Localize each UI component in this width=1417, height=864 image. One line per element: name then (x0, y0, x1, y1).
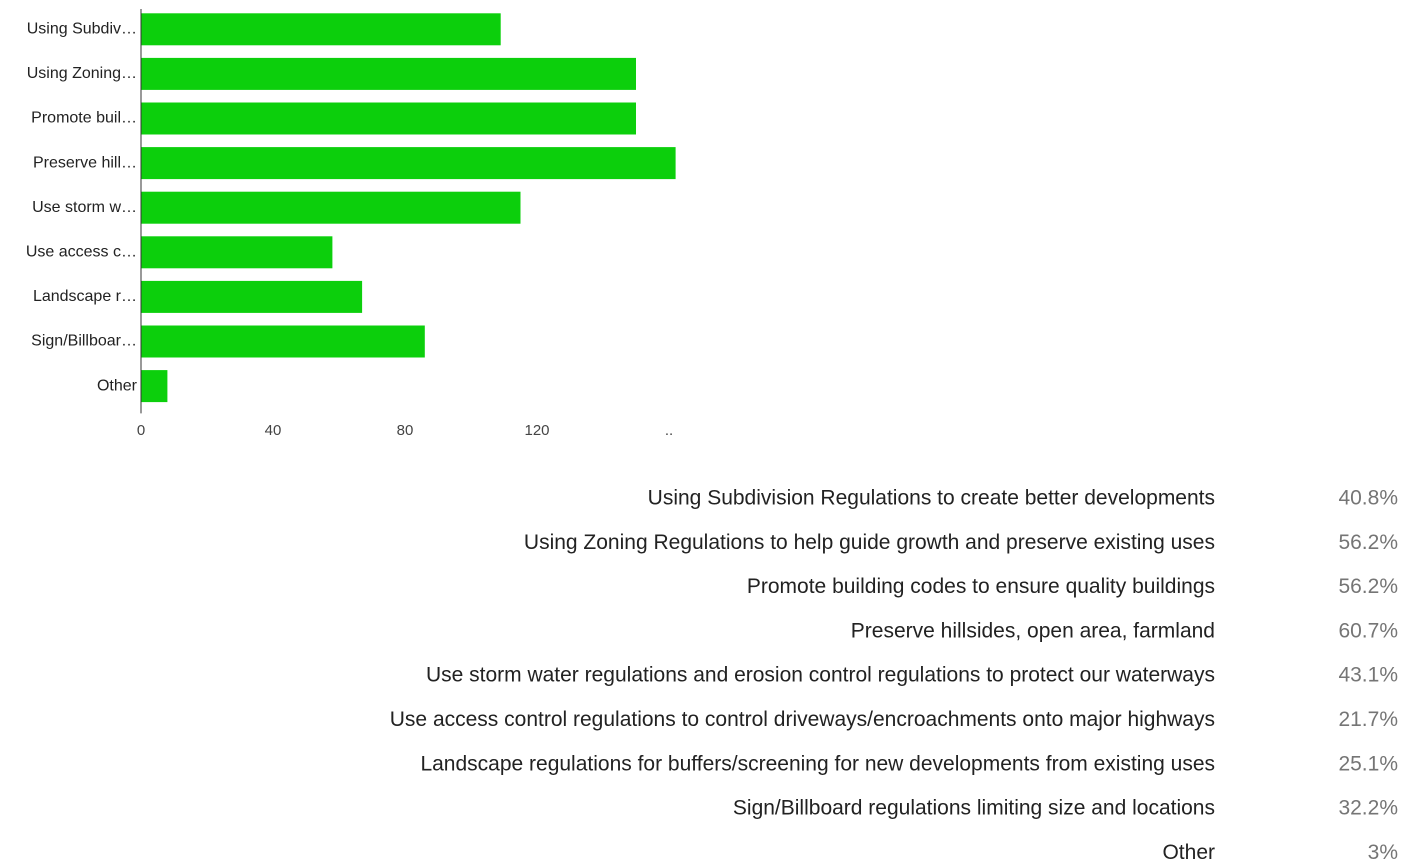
y-tick-label: Sign/Billboar… (31, 333, 137, 350)
bar (141, 102, 636, 135)
x-tick-label: .. (665, 422, 673, 439)
legend-percentage: 56.2% (1338, 575, 1398, 598)
legend-percentage: 3% (1368, 841, 1398, 864)
legend-percentage: 43.1% (1338, 664, 1398, 687)
bar (141, 13, 501, 46)
x-tick-label: 80 (397, 422, 414, 439)
bar (141, 57, 636, 90)
legend-label: Landscape regulations for buffers/screen… (420, 752, 1215, 775)
legend-percentage: 60.7% (1338, 619, 1398, 642)
bar (141, 280, 363, 313)
bar (141, 325, 425, 358)
legend-label: Use access control regulations to contro… (390, 708, 1215, 731)
y-tick-label: Other (97, 377, 138, 394)
legend-percentage: 56.2% (1338, 531, 1398, 554)
y-tick-label: Preserve hill… (33, 154, 137, 171)
legend-label: Using Zoning Regulations to help guide g… (524, 531, 1215, 554)
legend-label: Use storm water regulations and erosion … (426, 664, 1215, 687)
legend-label: Sign/Billboard regulations limiting size… (733, 797, 1215, 820)
x-tick-label: 120 (524, 422, 549, 439)
legend-label: Promote building codes to ensure quality… (747, 575, 1215, 598)
legend-percentage: 40.8% (1338, 487, 1398, 510)
bar (141, 147, 676, 180)
legend-label: Other (1162, 841, 1215, 864)
bar (141, 236, 333, 269)
x-tick-label: 0 (137, 422, 145, 439)
x-tick-label: 40 (265, 422, 282, 439)
bar (141, 370, 168, 403)
y-tick-label: Landscape r… (33, 288, 137, 305)
legend-percentage: 32.2% (1338, 797, 1398, 820)
bar (141, 191, 521, 224)
legend-percentage: 21.7% (1338, 708, 1398, 731)
legend-label: Using Subdivision Regulations to create … (648, 487, 1215, 510)
y-tick-label: Using Zoning… (27, 65, 137, 82)
legend-label: Preserve hillsides, open area, farmland (851, 619, 1215, 642)
y-tick-label: Use access c… (26, 244, 137, 261)
y-tick-label: Using Subdiv… (27, 21, 137, 38)
y-tick-label: Use storm w… (32, 199, 137, 216)
y-tick-label: Promote buil… (31, 110, 137, 127)
legend-percentage: 25.1% (1338, 752, 1398, 775)
